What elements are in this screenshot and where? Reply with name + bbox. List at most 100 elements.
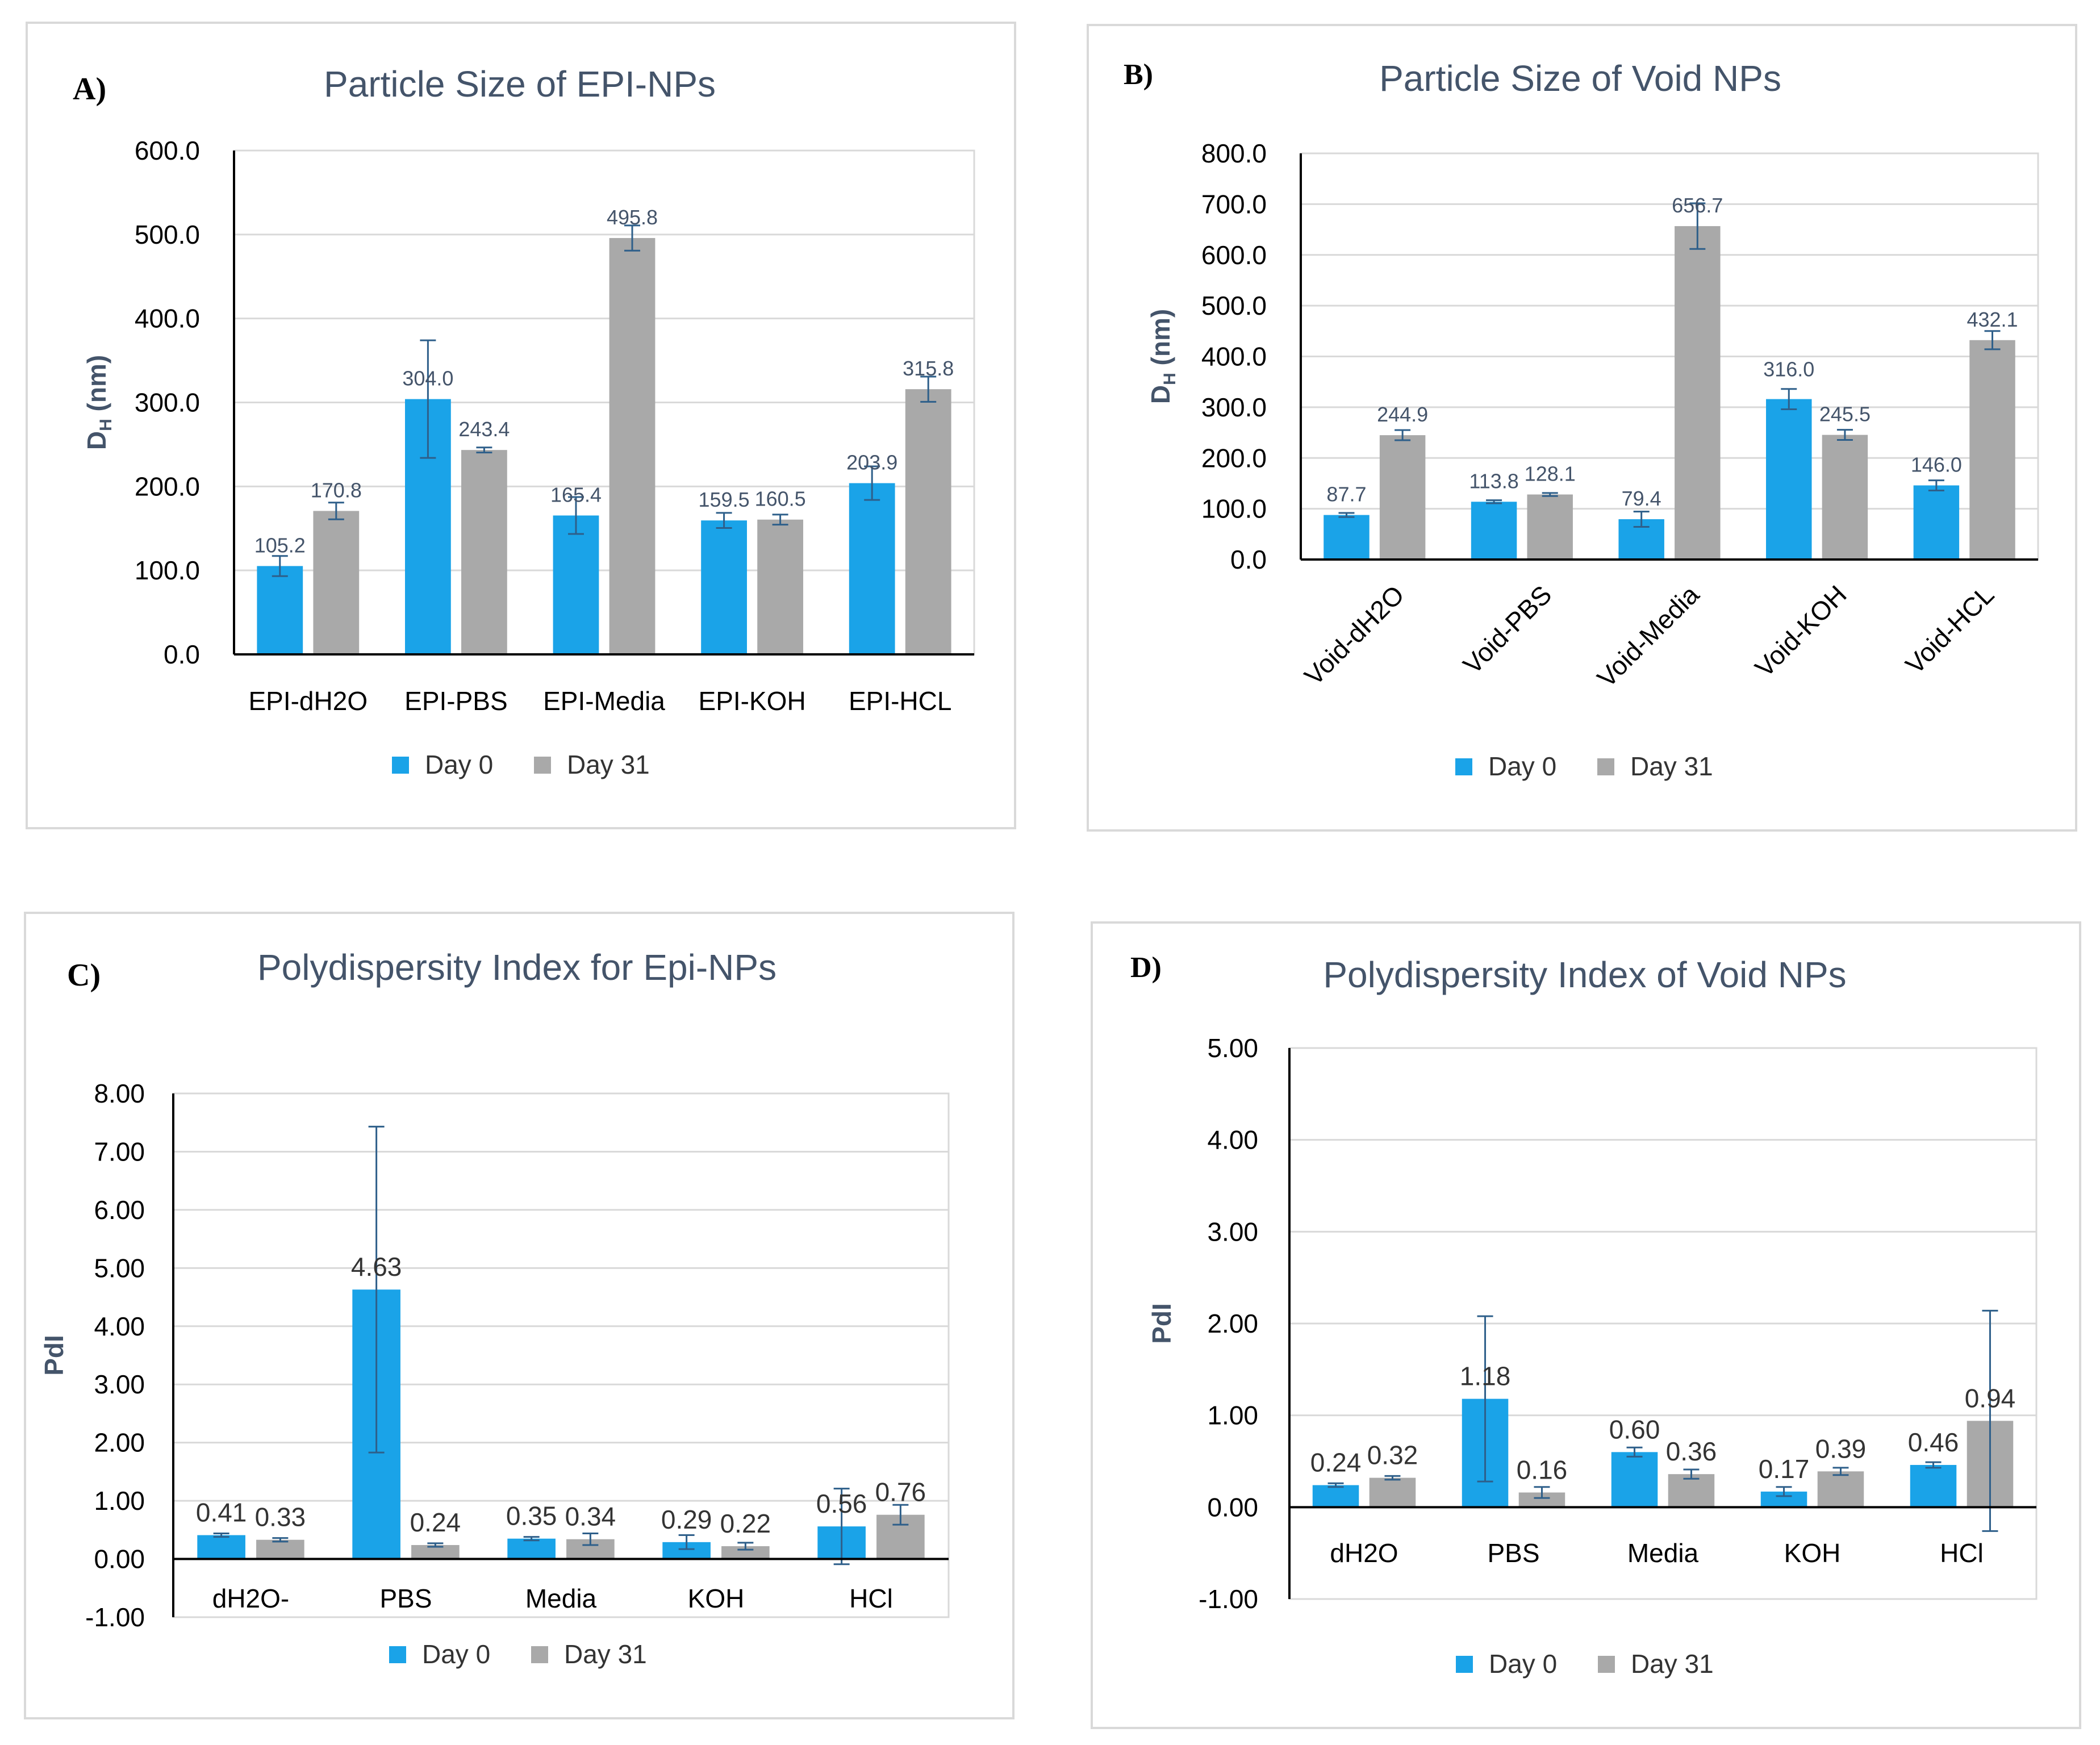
y-tick-label: 100.0 (1201, 494, 1267, 524)
bar-day0 (507, 1538, 556, 1559)
bar-day0 (1611, 1452, 1658, 1508)
chart-title: Polydispersity Index for Epi-NPs (257, 947, 776, 988)
data-label: 105.2 (254, 533, 306, 557)
y-tick-label: 2.00 (1207, 1309, 1258, 1338)
x-tick-label: KOH (1784, 1538, 1841, 1568)
y-label-main: PdI (39, 1335, 69, 1376)
data-label: 0.32 (1367, 1441, 1418, 1470)
bar-day0 (257, 566, 303, 654)
x-tick-label: HCl (849, 1584, 893, 1613)
bar-day31 (609, 238, 656, 654)
panel-border (24, 912, 1014, 1719)
legend-swatch-day31 (1598, 1656, 1615, 1673)
bar-day31 (721, 1546, 770, 1559)
data-label: 0.34 (565, 1502, 616, 1531)
bar-day0 (197, 1535, 245, 1559)
y-label-main: D (1146, 385, 1175, 404)
bar-day31 (313, 511, 360, 654)
y-tick-label: 0.00 (1207, 1492, 1258, 1522)
bar-day0 (1766, 399, 1812, 560)
y-label-unit: (nm) (1146, 309, 1175, 373)
data-label: 0.17 (1759, 1454, 1810, 1484)
x-tick-label: Media (1627, 1538, 1699, 1568)
bar-day31 (1817, 1471, 1864, 1508)
data-label: 656.7 (1672, 194, 1723, 217)
chart-title: Particle Size of Void NPs (1379, 58, 1781, 99)
legend-swatch-day0 (392, 757, 409, 774)
y-tick-label: 200.0 (135, 471, 200, 501)
data-label: 146.0 (1911, 453, 1962, 477)
data-label: 495.8 (607, 206, 658, 229)
y-label-sub: H (97, 419, 115, 431)
data-label: 0.94 (1965, 1383, 2016, 1413)
bar-day31 (1969, 340, 2015, 560)
chart-title: Polydispersity Index of Void NPs (1323, 954, 1846, 995)
legend-label-day0: Day 0 (425, 750, 493, 779)
y-axis-label: PdI (39, 1335, 69, 1376)
panel-a: A) Particle Size of EPI-NPs 0.0 100.0 200.… (26, 22, 1016, 829)
y-tick-label: 100.0 (135, 556, 200, 585)
x-tick-label: KOH (688, 1584, 745, 1613)
plot-area: 0.0 100.0 200.0 300.0 400.0 500.0 600.0 700.0 80… (1146, 139, 2039, 781)
legend-swatch-day0 (389, 1646, 406, 1663)
data-label: 165.4 (550, 483, 602, 506)
bar-day31 (905, 389, 951, 654)
panel-d: D) Polydispersity Index of Void NPs -1.0… (1091, 921, 2081, 1729)
data-label: 203.9 (846, 451, 897, 474)
y-tick-label: 700.0 (1201, 189, 1267, 219)
y-tick-label: 3.00 (1207, 1217, 1258, 1246)
y-tick-label: 8.00 (94, 1079, 145, 1108)
y-tick-label: 3.00 (94, 1370, 145, 1399)
bar-day31 (461, 450, 507, 654)
panel-label: D) (1130, 951, 1162, 984)
data-label: 79.4 (1622, 487, 1661, 510)
x-tick-label: EPI-Media (543, 686, 665, 716)
data-label: 0.46 (1908, 1427, 1959, 1457)
y-tick-label: 800.0 (1201, 139, 1267, 168)
bar-day31 (1668, 1474, 1715, 1508)
panel-border (26, 22, 1016, 829)
y-axis-label: DH (nm) (1146, 309, 1179, 404)
panel-border (1087, 24, 2077, 832)
y-tick-label: 4.00 (94, 1312, 145, 1341)
data-label: 113.8 (1469, 469, 1518, 492)
panel-c: C) Polydispersity Index for Epi-NPs -1.0… (24, 912, 1014, 1719)
bar-day0 (1471, 502, 1517, 560)
data-label: 170.8 (311, 479, 362, 502)
data-label: 0.60 (1609, 1414, 1660, 1444)
y-tick-label: 600.0 (135, 136, 200, 165)
y-tick-label: 1.00 (94, 1486, 145, 1516)
y-tick-label: 0.0 (1230, 545, 1267, 574)
y-tick-label: -1.00 (85, 1602, 145, 1632)
legend-label-day31: Day 31 (1631, 1649, 1714, 1679)
bar-day31 (256, 1539, 304, 1559)
bar-day31 (1675, 226, 1721, 560)
panel-b: B) Particle Size of Void NPs 0.0 100.0 200… (1087, 24, 2077, 832)
y-tick-label: 0.00 (94, 1544, 145, 1574)
data-label: 245.5 (1819, 403, 1871, 426)
data-label: 159.5 (699, 488, 750, 511)
y-tick-label: 7.00 (94, 1137, 145, 1166)
bar-day31 (1369, 1477, 1416, 1508)
data-label: 0.76 (875, 1477, 926, 1507)
bar-day31 (757, 519, 804, 654)
plot-area: -1.00 0.00 1.00 2.00 3.00 4.00 5.00 6.00 7.00 8.0… (39, 1079, 950, 1669)
data-label: 243.4 (458, 418, 510, 441)
data-label: 0.16 (1517, 1455, 1568, 1484)
x-tick-label: Media (525, 1584, 597, 1613)
data-label: 0.36 (1666, 1437, 1717, 1466)
data-label: 0.56 (816, 1489, 867, 1518)
y-tick-label: 600.0 (1201, 240, 1267, 270)
data-label: 4.63 (351, 1252, 402, 1281)
bar-day0 (701, 520, 747, 654)
legend-label-day0: Day 0 (1489, 1649, 1557, 1679)
y-tick-label: 1.00 (1207, 1401, 1258, 1430)
bar-day0 (849, 483, 895, 654)
legend-swatch-day31 (1597, 758, 1614, 775)
y-tick-label: 6.00 (94, 1195, 145, 1225)
panel-label: B) (1124, 59, 1153, 91)
legend-swatch-day0 (1455, 758, 1472, 775)
chart-title: Particle Size of EPI-NPs (324, 64, 716, 105)
y-tick-label: 4.00 (1207, 1125, 1258, 1155)
